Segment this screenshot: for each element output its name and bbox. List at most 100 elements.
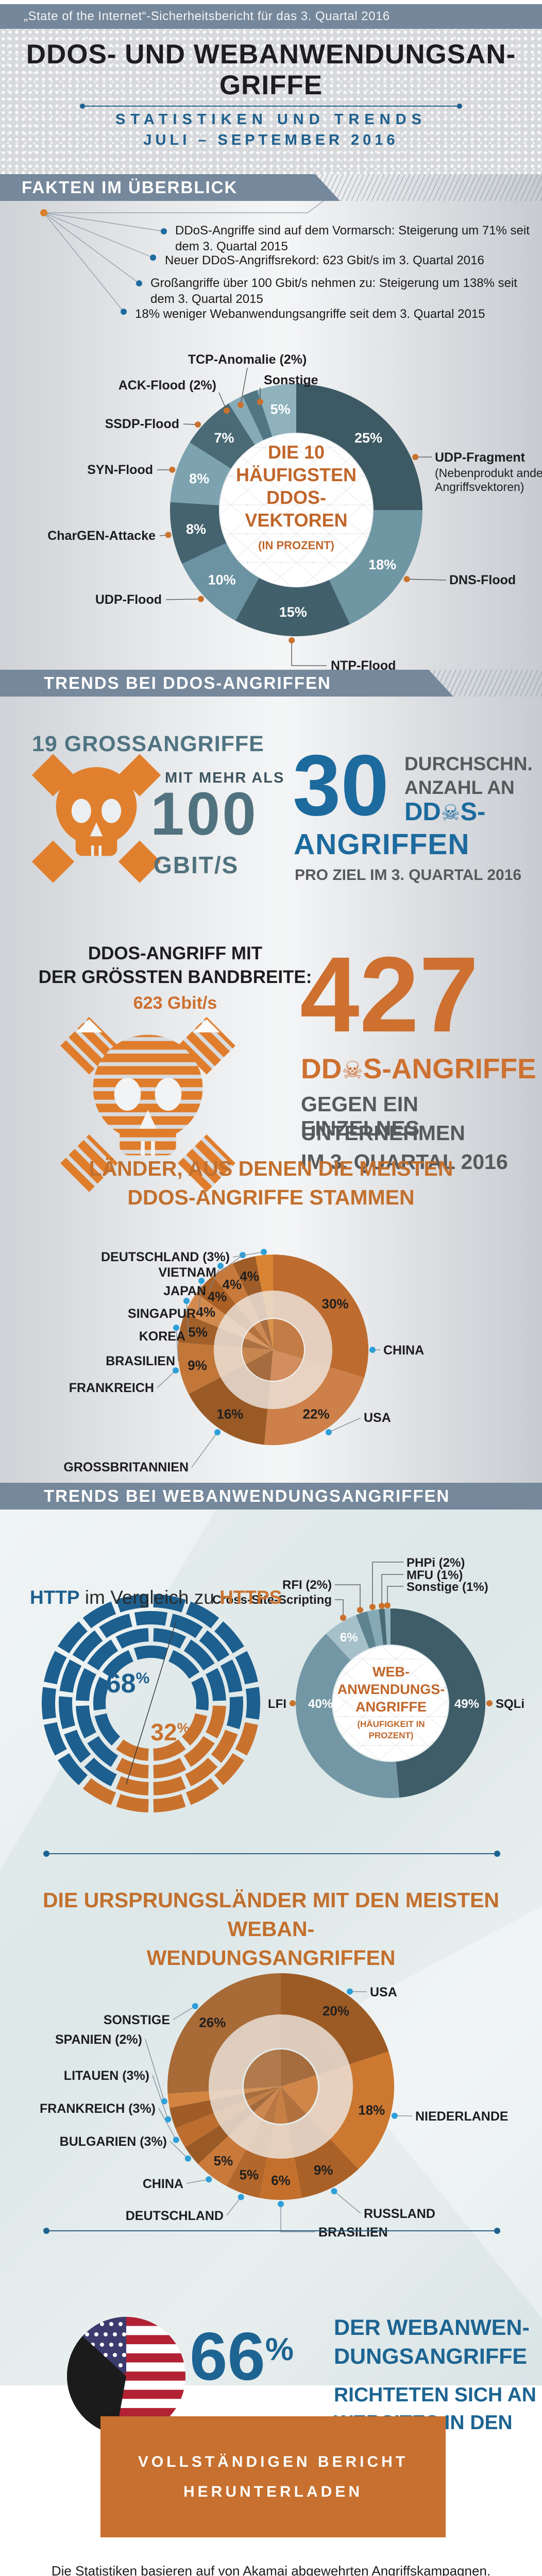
ring-block — [82, 1601, 116, 1629]
donut-percent-label: 5% — [188, 1324, 208, 1340]
donut-segment — [242, 389, 273, 440]
callout-label: CHINA — [383, 1343, 424, 1358]
ring-block — [87, 1736, 118, 1767]
donut-inner-seg — [210, 2094, 245, 2113]
ring-block — [235, 1722, 258, 1756]
callout-dot — [173, 2137, 179, 2143]
banner-ddos-label: TRENDS BEI DDOS-ANGRIFFEN — [44, 673, 331, 692]
flag-star — [109, 2322, 113, 2326]
callout-dot — [165, 532, 172, 538]
callout-label: SYN-Flood — [87, 463, 153, 477]
ring-block — [153, 1776, 186, 1795]
ddos-word-pre: DD — [301, 1053, 342, 1084]
donut-center-pie — [243, 2049, 281, 2089]
callout-line — [291, 640, 327, 666]
flag-clip-group — [67, 2317, 185, 2435]
stats-basis-note: Die Statistiken basieren auf von Akamai … — [51, 2563, 491, 2576]
skull-crossbones-icon — [31, 754, 161, 883]
ring-block — [185, 1778, 219, 1805]
stat-mit-mehr-als: MIT MEHR ALS — [165, 770, 285, 786]
callout-dot — [183, 1298, 190, 1304]
donut-segment — [259, 2157, 302, 2200]
donut-percent-label: 26% — [199, 2014, 226, 2030]
callout-dot — [379, 1603, 385, 1609]
donut-inner-seg — [273, 1291, 332, 1367]
donut-inner-seg — [228, 2113, 262, 2150]
donut-inner-ring — [208, 2014, 353, 2159]
flag-star — [104, 2353, 108, 2357]
banner-webapp-label: TRENDS BEI WEBANWENDUNGSANGRIFFEN — [44, 1486, 450, 1505]
callout-line — [209, 1265, 221, 1292]
donut-segment — [281, 1973, 389, 2064]
callout-dot — [384, 1602, 391, 1608]
donut-center-pie — [242, 1338, 273, 1350]
callout-dot — [195, 421, 201, 428]
vs-label: im Vergleich zu — [79, 1587, 220, 1608]
ring-block — [153, 1628, 187, 1649]
flag-star — [100, 2322, 104, 2326]
skull-icon: ☠ — [342, 1056, 363, 1084]
stat-100: 100 — [150, 780, 258, 848]
callout-note: (Nebenprodukt anderer — [435, 466, 542, 480]
striped-skull-icon — [60, 1016, 235, 1192]
callout-label: VIETNAM — [159, 1265, 217, 1280]
callout-line — [381, 1574, 403, 1606]
donut-segment — [330, 2052, 394, 2170]
callout-dot — [369, 1604, 376, 1610]
flag-star — [100, 2343, 104, 2347]
callout-label: GROSSBRITANNIEN — [63, 1460, 189, 1475]
ring-block — [93, 1676, 111, 1711]
donut-center-pie — [274, 2087, 288, 2124]
callout-line — [152, 2075, 168, 2120]
ring-block — [82, 1778, 116, 1805]
callout-dot — [161, 2098, 167, 2105]
callout-dot — [192, 2003, 198, 2009]
flag-star — [118, 2343, 123, 2347]
callout-label: BRASILIEN — [318, 2225, 388, 2240]
callout-dot — [197, 596, 204, 602]
us-flag-pie — [67, 2317, 185, 2435]
callout-dot — [391, 2112, 398, 2119]
ring-block — [226, 1696, 243, 1730]
callout-label: Sonstige (1%) — [406, 1580, 488, 1594]
callout-label: PHPi (2%) — [406, 1556, 465, 1570]
donut-percent-label: 9% — [314, 2162, 333, 2178]
flag-star — [94, 2332, 98, 2336]
donut-percent-label: 6% — [340, 1631, 358, 1645]
callout-label: MFU (1%) — [406, 1568, 463, 1582]
donut-percent-label: 22% — [303, 1406, 330, 1422]
ring-block — [76, 1705, 96, 1739]
callout-label: BRASILIEN — [106, 1354, 175, 1368]
callout-label: Cross-Site-Scripting — [212, 1593, 332, 1607]
donut-inner-seg — [209, 2089, 243, 2100]
donut-center-pie — [242, 1347, 273, 1364]
callout-line — [186, 2179, 209, 2184]
ring-block — [102, 1650, 133, 1679]
callout-label: UDP-Flood — [95, 592, 162, 607]
donut-segment — [189, 1377, 268, 1445]
download-report-button[interactable]: VOLLSTÄNDIGEN BERICHT HERUNTERLADEN — [100, 2416, 446, 2537]
donut-inner-seg — [267, 1359, 330, 1410]
chart-ddos-vectors: 25% 18% 15% 10% 8% 8% 7% 5% UDP-Fragment (Nebenpr… — [47, 352, 542, 673]
stat-biggest-title: DDOS-ANGRIFF MIT DER GRÖSSTEN BANDBREITE… — [38, 943, 312, 987]
donut-percent-label: 4% — [223, 1277, 242, 1292]
donut-percent-label: 7% — [214, 430, 234, 446]
donut-percent-label: 49% — [454, 1697, 479, 1711]
donut-segment — [169, 2100, 214, 2128]
banner-webapp-trends: TRENDS BEI WEBANWENDUNGSANGRIFFEN — [0, 1483, 542, 1510]
callout-dot — [278, 2201, 284, 2207]
donut-inner-seg — [218, 1314, 248, 1338]
stat-anzahl-an: ANZAHL AN — [404, 777, 515, 798]
donut-segment — [367, 1609, 383, 1647]
callout-label: KOREA — [139, 1329, 185, 1344]
donut-segment — [170, 442, 231, 505]
callout-label: SINGAPUR — [128, 1307, 196, 1321]
donut-segment — [384, 1608, 391, 1645]
ring-block — [64, 1730, 91, 1763]
https-share-label: 32% — [150, 1719, 189, 1745]
ring-block — [42, 1687, 57, 1720]
title-divider — [82, 106, 460, 107]
donut-segment — [294, 2139, 359, 2198]
donut-hole-mesh — [220, 434, 372, 586]
